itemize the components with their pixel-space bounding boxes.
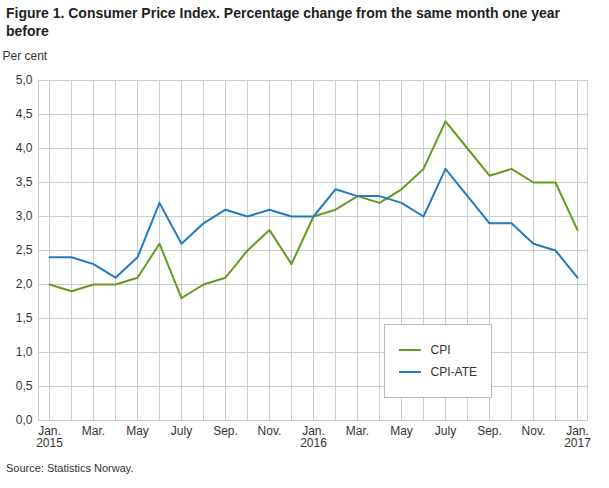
svg-text:1,5: 1,5 (16, 311, 33, 325)
svg-text:2,5: 2,5 (16, 243, 33, 257)
svg-text:July: July (435, 424, 456, 438)
html-text:CPI-ATE: CPI-ATE (430, 365, 477, 379)
svg-text:Sep.: Sep. (213, 424, 238, 438)
svg-text:0,0: 0,0 (16, 413, 33, 427)
svg-text:Sep.: Sep. (477, 424, 502, 438)
svg-text:Nov.: Nov. (522, 424, 546, 438)
svg-text:Mar.: Mar. (346, 424, 369, 438)
svg-text:July: July (171, 424, 192, 438)
html-text:CPI: CPI (430, 343, 451, 357)
svg-text:Per cent: Per cent (3, 49, 48, 63)
html-text:Figure 1. Consumer Price Index: Figure 1. Consumer Price Index. Percenta… (6, 5, 560, 39)
html-text:Source: Statistics Norway.: Source: Statistics Norway. (6, 462, 134, 474)
svg-text:Jan.2017: Jan.2017 (564, 424, 591, 450)
svg-text:May: May (126, 424, 149, 438)
svg-text:Mar.: Mar. (82, 424, 105, 438)
svg-text:5,0: 5,0 (16, 73, 33, 87)
svg-text:3,0: 3,0 (16, 209, 33, 223)
svg-text:4,0: 4,0 (16, 141, 33, 155)
svg-text:3,5: 3,5 (16, 175, 33, 189)
svg-text:May: May (390, 424, 413, 438)
svg-text:Jan.2016: Jan.2016 (300, 424, 327, 450)
svg-text:Nov.: Nov. (258, 424, 282, 438)
svg-text:4,5: 4,5 (16, 107, 33, 121)
svg-text:2,0: 2,0 (16, 277, 33, 291)
svg-text:Jan.2015: Jan.2015 (36, 424, 63, 450)
svg-text:0,5: 0,5 (16, 379, 33, 393)
svg-text:1,0: 1,0 (16, 345, 33, 359)
